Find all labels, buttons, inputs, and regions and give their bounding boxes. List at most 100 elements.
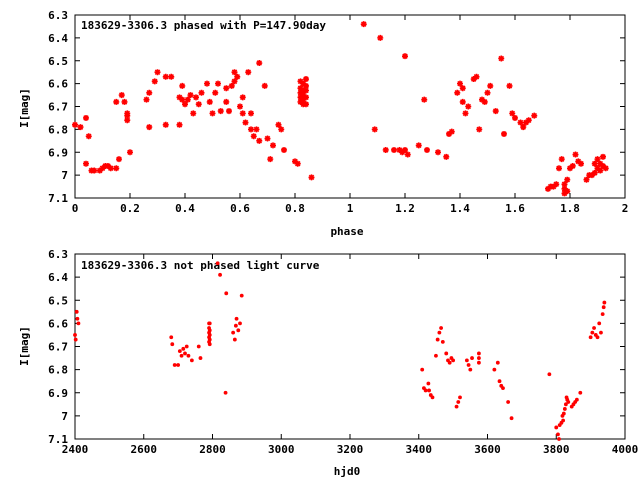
data-point	[415, 142, 422, 149]
data-point	[377, 34, 384, 41]
x-tick-label: 0.4	[175, 202, 195, 215]
x-tick-label: 2800	[199, 443, 226, 456]
data-point	[591, 160, 598, 167]
data-point	[600, 153, 606, 160]
data-point	[162, 73, 169, 80]
data-point	[300, 96, 307, 103]
data-point	[423, 388, 428, 393]
data-point	[578, 390, 583, 395]
data-point	[186, 353, 191, 358]
data-point	[458, 395, 462, 400]
data-point	[116, 156, 122, 163]
data-point	[170, 342, 175, 347]
data-point	[424, 146, 430, 153]
y-tick-label: 6.4	[48, 271, 68, 284]
data-point	[113, 98, 120, 105]
data-point	[492, 367, 497, 372]
y-tick-label: 6.5	[48, 294, 68, 307]
x-tick-label: 0.6	[230, 202, 250, 215]
x-tick-label: 1	[347, 202, 354, 215]
data-point	[231, 78, 238, 85]
data-point	[600, 312, 605, 317]
data-point	[177, 349, 182, 354]
data-point	[575, 158, 582, 165]
data-point	[124, 112, 131, 119]
data-point	[564, 188, 571, 195]
data-point	[303, 94, 309, 101]
data-point	[256, 137, 263, 144]
data-point	[176, 363, 181, 367]
data-point	[547, 372, 552, 377]
data-point	[506, 400, 511, 404]
data-point	[556, 432, 560, 437]
data-point	[74, 309, 79, 314]
data-point	[597, 167, 604, 174]
data-point	[554, 425, 559, 430]
data-point	[169, 335, 174, 340]
data-point	[189, 358, 194, 363]
data-point	[75, 316, 80, 321]
data-point	[509, 416, 514, 421]
data-point	[206, 98, 213, 105]
data-point	[459, 85, 466, 92]
phased-plot-frame	[74, 14, 626, 199]
data-point	[146, 89, 153, 96]
data-point	[105, 162, 111, 169]
data-point	[443, 153, 450, 160]
data-point	[600, 162, 606, 169]
data-point	[303, 87, 309, 94]
data-point	[439, 326, 443, 330]
data-point	[234, 316, 239, 321]
data-point	[209, 110, 216, 117]
data-point	[531, 112, 538, 119]
data-point	[402, 53, 408, 60]
x-tick-label: 0.2	[120, 202, 140, 215]
unphased-axis-ticks: 2400 2600 2800 3000 3200 3400 3600 3800 4000 6.3 6…	[48, 248, 638, 456]
data-point	[459, 98, 466, 105]
x-tick-label: 1.8	[560, 202, 580, 215]
data-point	[196, 344, 201, 349]
data-point	[184, 96, 191, 103]
data-point	[601, 305, 606, 310]
data-point	[73, 333, 77, 337]
data-point	[297, 94, 304, 101]
unphased-plot-title: 183629-3306.3 not phased light curve	[81, 259, 320, 272]
data-point	[198, 356, 203, 360]
data-point	[261, 82, 268, 89]
data-point	[569, 162, 576, 169]
data-point	[300, 92, 307, 99]
x-tick-label: 1.4	[450, 202, 470, 215]
data-point	[561, 181, 568, 188]
data-point	[589, 172, 595, 179]
data-point	[300, 80, 307, 87]
data-point	[561, 190, 568, 197]
x-tick-label: 1.6	[505, 202, 525, 215]
data-point	[187, 92, 194, 99]
data-point	[121, 98, 128, 105]
data-point	[195, 101, 202, 108]
data-point	[218, 272, 222, 277]
data-point	[588, 335, 593, 340]
data-point	[223, 390, 228, 395]
data-point	[193, 94, 199, 101]
unphased-y-axis-title: I[mag]	[18, 326, 31, 366]
data-point	[207, 337, 212, 342]
data-point	[179, 353, 184, 358]
data-point	[473, 73, 480, 80]
data-point	[264, 135, 271, 142]
data-point	[113, 165, 120, 172]
data-point	[391, 146, 397, 153]
data-point	[597, 321, 602, 326]
x-tick-label: 4000	[612, 443, 639, 456]
data-point	[96, 167, 103, 174]
data-point	[226, 108, 232, 115]
y-tick-label: 6.6	[48, 317, 68, 330]
data-point	[479, 96, 485, 103]
data-point	[512, 114, 518, 121]
data-point	[176, 121, 183, 128]
data-point	[561, 185, 568, 192]
y-tick-label: 6.5	[48, 55, 68, 68]
unphased-x-axis-title: hjd0	[334, 465, 361, 478]
data-point	[239, 94, 246, 101]
